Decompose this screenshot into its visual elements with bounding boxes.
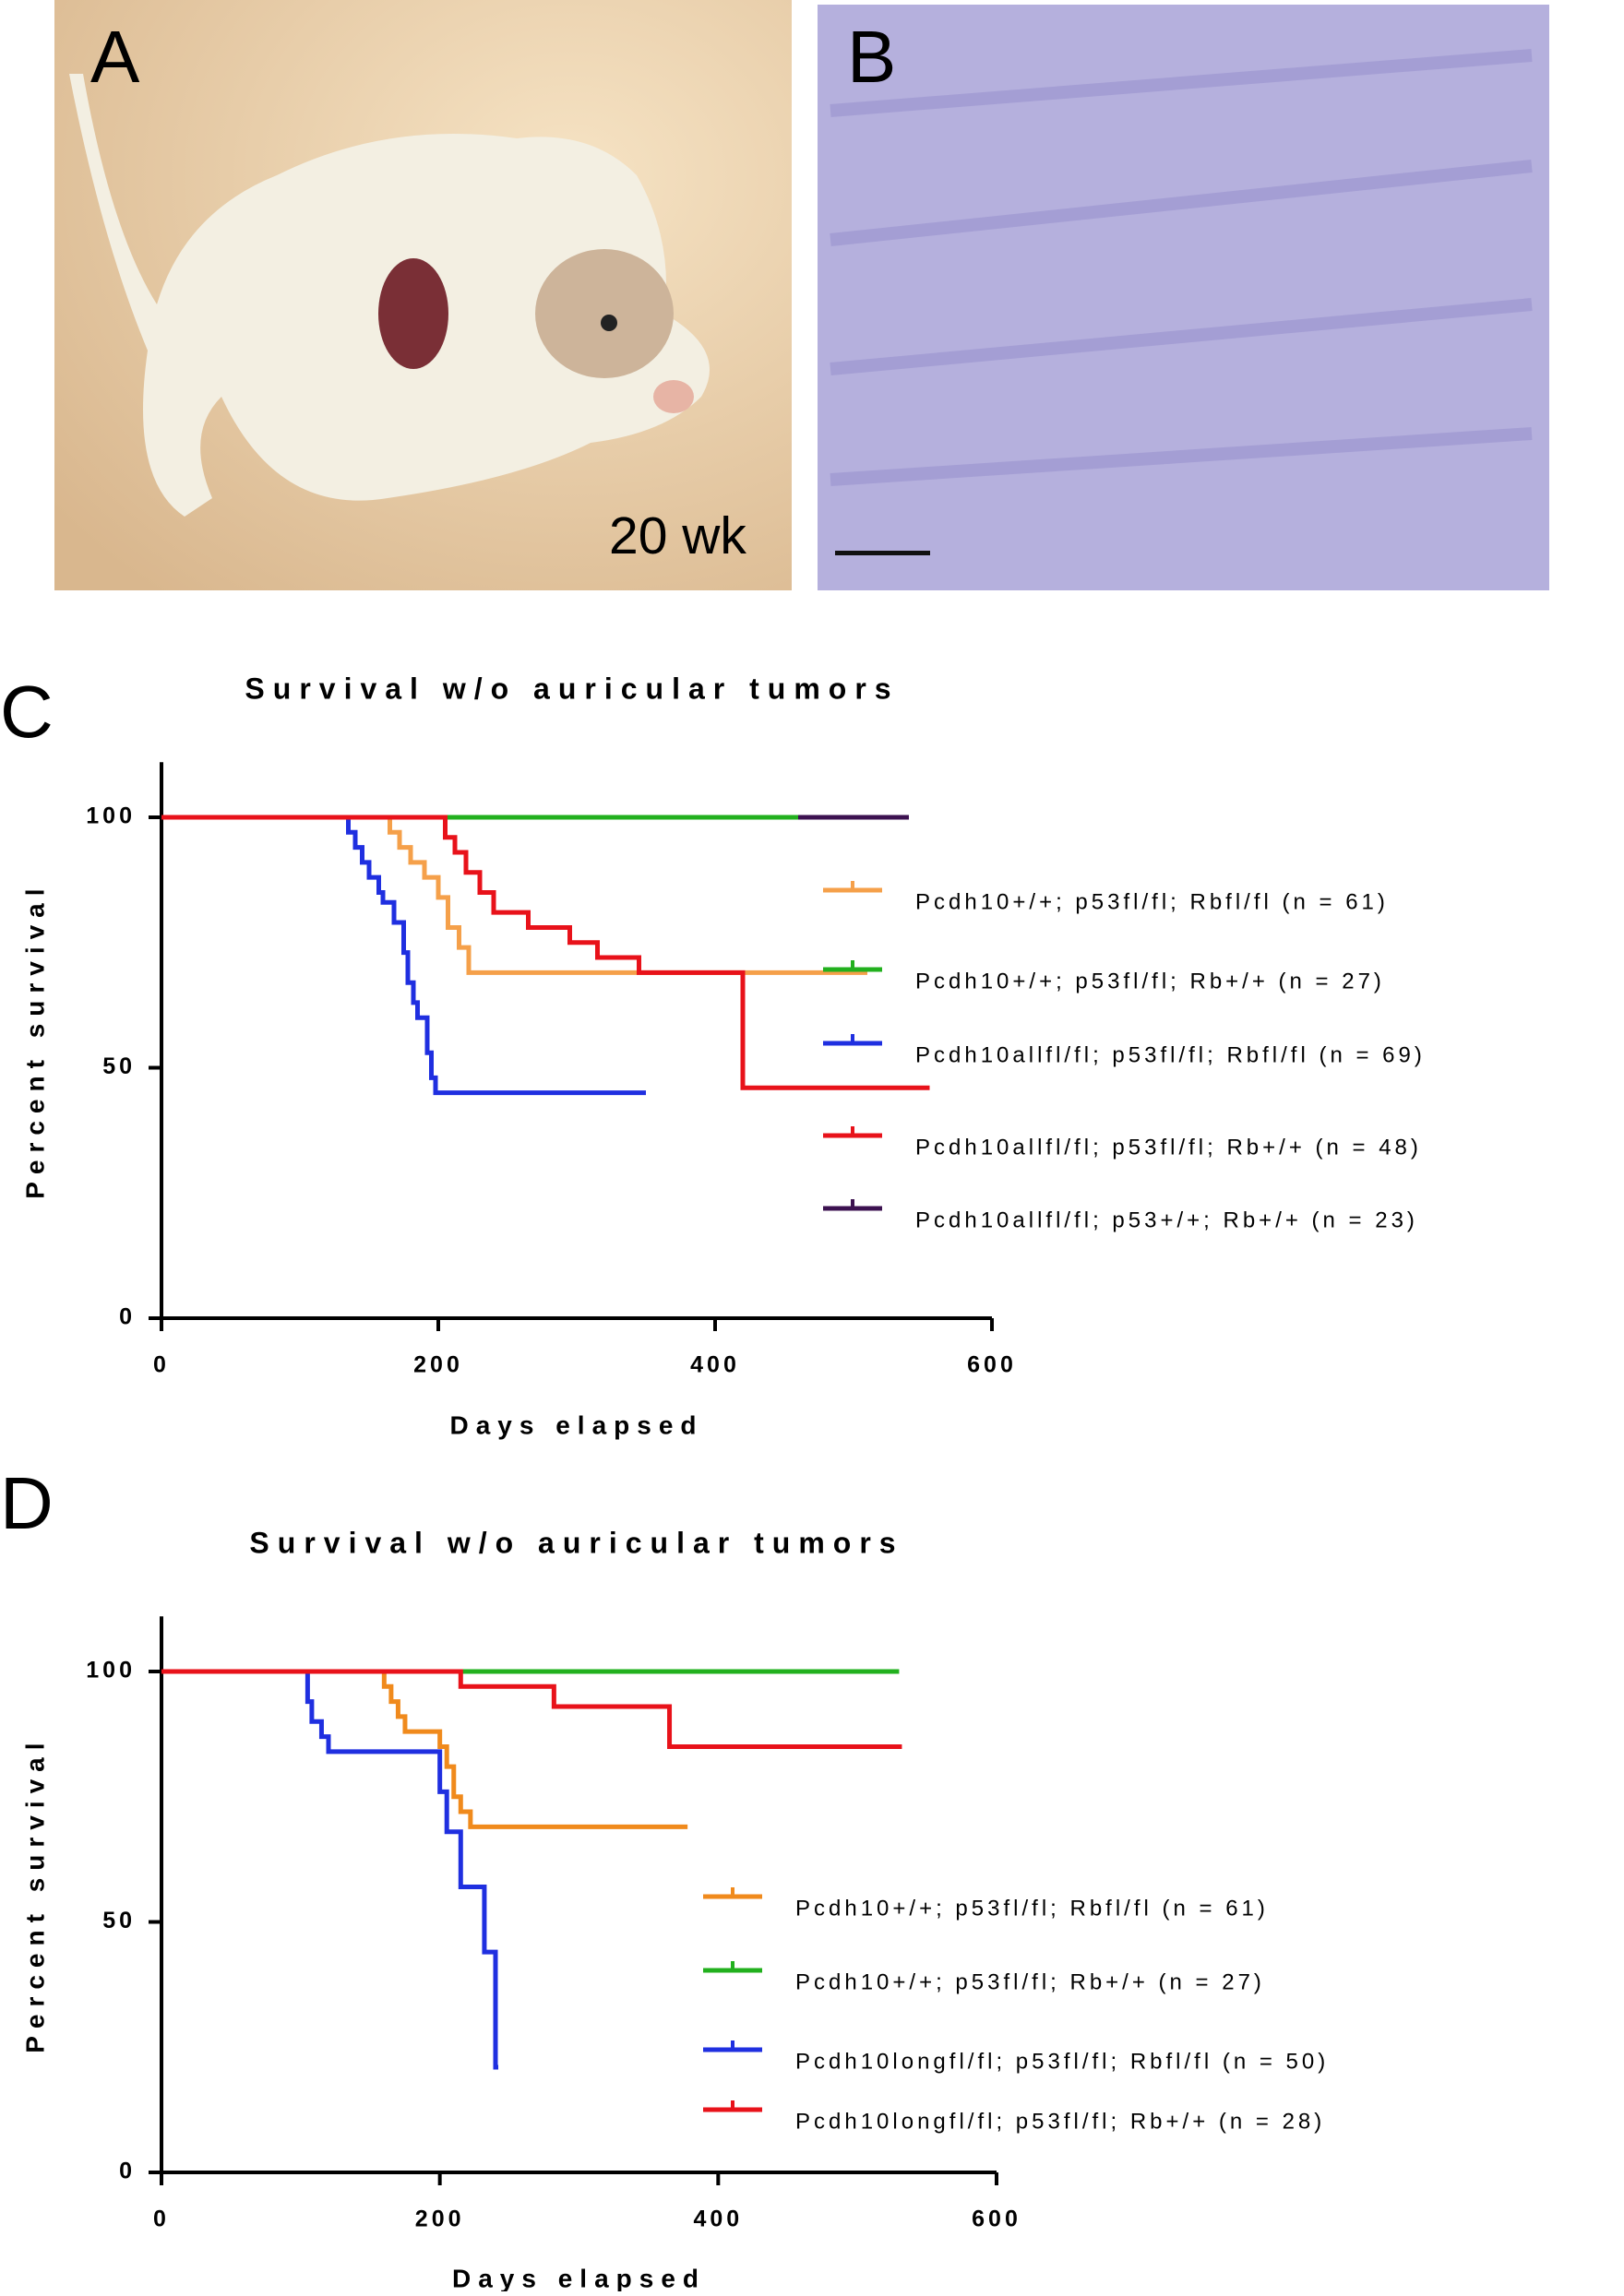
panel-label: B xyxy=(847,16,896,98)
legend-label: Pcdh10+/+; p53fl/fl; Rb+/+ (n = 27) xyxy=(795,1969,1265,1994)
x-tick-label: 600 xyxy=(967,1352,1017,1378)
legend-label: Pcdh10allfl/fl; p53fl/fl; Rbfl/fl (n = 6… xyxy=(915,1042,1426,1067)
panel-label: D xyxy=(0,1462,54,1544)
survival-curve xyxy=(161,1669,688,1829)
panel-b-photo xyxy=(818,5,1549,590)
y-tick-label: 50 xyxy=(102,1908,136,1933)
annotation: 20 wk xyxy=(609,506,746,565)
y-axis-label: Percent survival xyxy=(20,1735,49,2052)
chart-title: Survival w/o auricular tumors xyxy=(249,1526,903,1559)
panel-label: A xyxy=(90,16,140,98)
x-tick-label: 400 xyxy=(690,1352,740,1378)
x-tick-label: 400 xyxy=(693,2207,743,2232)
x-axis-label: Days elapsed xyxy=(450,1410,704,1439)
legend-label: Pcdh10longfl/fl; p53fl/fl; Rb+/+ (n = 28… xyxy=(795,2109,1325,2134)
legend-label: Pcdh10longfl/fl; p53fl/fl; Rbfl/fl (n = … xyxy=(795,2049,1329,2074)
x-axis-label: Days elapsed xyxy=(452,2264,706,2291)
survival-curve xyxy=(161,1669,902,1749)
y-tick-label: 0 xyxy=(119,2159,136,2184)
y-tick-label: 100 xyxy=(86,803,136,829)
chart-title: Survival w/o auricular tumors xyxy=(245,672,899,705)
legend-label: Pcdh10+/+; p53fl/fl; Rb+/+ (n = 27) xyxy=(915,969,1385,993)
survival-curve xyxy=(161,815,867,975)
legend-label: Pcdh10+/+; p53fl/fl; Rbfl/fl (n = 61) xyxy=(915,889,1389,914)
y-tick-label: 50 xyxy=(102,1053,136,1079)
panel-a-photo xyxy=(54,0,792,590)
y-tick-label: 100 xyxy=(86,1658,136,1683)
legend-label: Pcdh10+/+; p53fl/fl; Rbfl/fl (n = 61) xyxy=(795,1896,1269,1921)
legend-label: Pcdh10allfl/fl; p53+/+; Rb+/+ (n = 23) xyxy=(915,1207,1418,1232)
x-tick-label: 200 xyxy=(415,2207,465,2232)
x-tick-label: 200 xyxy=(413,1352,463,1378)
survival-curve xyxy=(161,815,930,1090)
x-tick-label: 0 xyxy=(153,2207,170,2232)
x-tick-label: 600 xyxy=(972,2207,1021,2232)
y-tick-label: 0 xyxy=(119,1304,136,1330)
x-tick-label: 0 xyxy=(153,1352,170,1378)
survival-curve xyxy=(161,1669,499,2070)
survival-curve xyxy=(161,815,646,1096)
legend-label: Pcdh10allfl/fl; p53fl/fl; Rb+/+ (n = 48) xyxy=(915,1135,1422,1160)
panel-label: C xyxy=(0,671,54,753)
y-axis-label: Percent survival xyxy=(20,881,49,1198)
